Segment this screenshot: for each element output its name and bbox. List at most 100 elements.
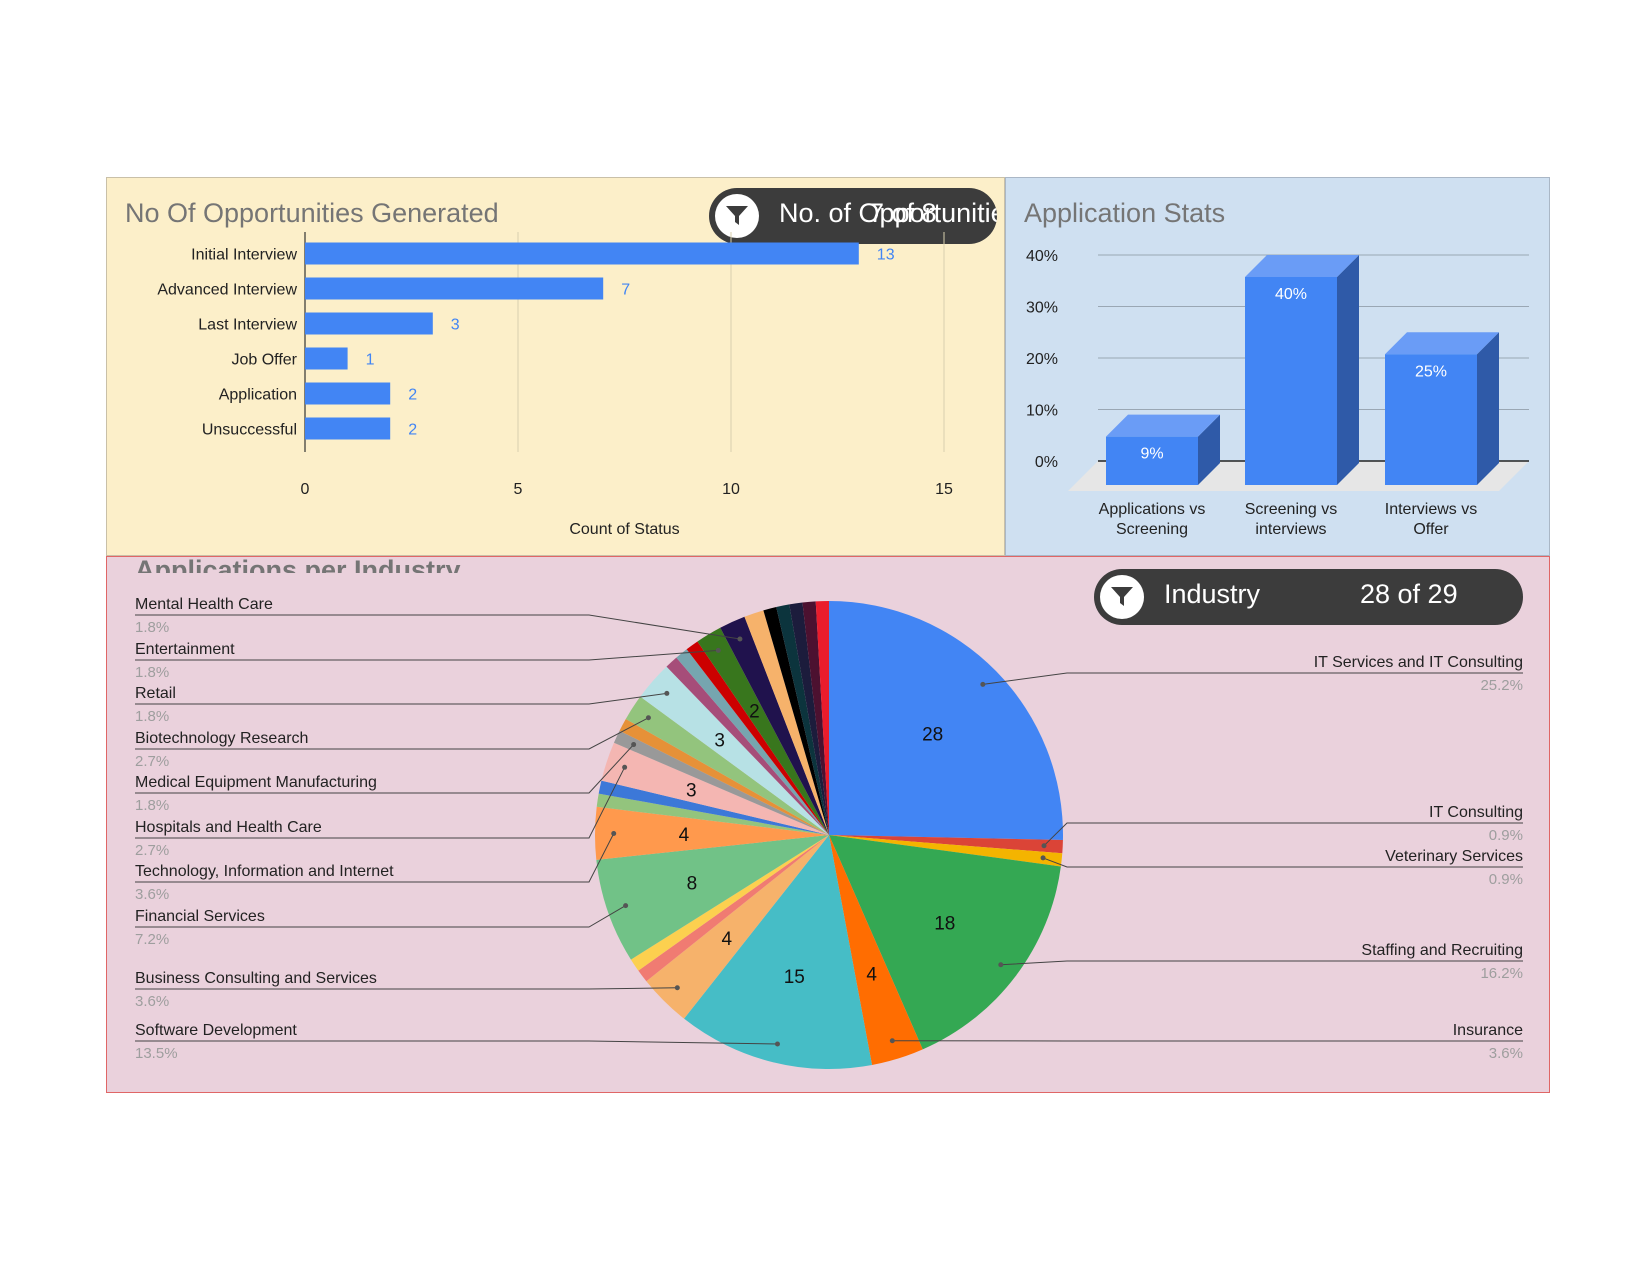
pie-slice [815, 601, 829, 835]
callout-label: Entertainment [135, 641, 235, 658]
pie-value-label: 3 [714, 731, 725, 752]
application-stats-panel: Application Stats 0% 10% 20% 30% 40% 9% Applic… [1005, 177, 1550, 556]
pie-slice [720, 616, 829, 835]
pie-slice [676, 649, 829, 835]
opportunities-chart-title: No Of Opportunities Generated [125, 198, 499, 228]
pie-slice [601, 742, 829, 835]
callout-dot [631, 742, 637, 748]
callout-percentage: 1.8% [135, 619, 169, 636]
callout-leader-line [1000, 960, 1523, 966]
opportunities-chart-panel: No Of Opportunities Generated No. of Opp… [106, 177, 1005, 556]
pie-slice [686, 641, 829, 835]
bar [305, 242, 859, 265]
callout-leader-line [982, 672, 1523, 685]
bar-data-label: 3 [451, 317, 460, 334]
bar-data-label: 7 [621, 282, 630, 299]
callout-dot [980, 681, 986, 687]
x-tick-label: 5 [514, 481, 523, 498]
pie-slice [684, 835, 872, 1069]
column-side [1337, 255, 1359, 485]
column-side [1198, 414, 1220, 485]
callout-dot [623, 903, 629, 909]
callout-label: Software Development [135, 1022, 297, 1039]
pie-slice [646, 835, 829, 1019]
pie-slice [598, 780, 829, 835]
column-top [1106, 414, 1220, 437]
category-label: Initial Interview [191, 247, 297, 264]
callout-leader-line [135, 692, 667, 705]
pie-slice [829, 835, 1061, 1050]
callout-dot [715, 647, 721, 653]
callout-percentage: 2.7% [135, 753, 169, 770]
x-tick-label: 0 [301, 481, 310, 498]
pie-slice [802, 601, 829, 835]
x-category-label: Offer [1413, 521, 1449, 538]
bar [305, 382, 391, 405]
pie-value-label: 4 [721, 929, 732, 950]
callout-leader-line [135, 1040, 778, 1045]
bar [305, 347, 348, 370]
pie-slice [596, 793, 829, 835]
callout-label: Hospitals and Health Care [135, 819, 322, 836]
callout-dot [611, 830, 617, 836]
pie-slice [638, 835, 829, 982]
pie-slice [829, 601, 1063, 840]
x-tick-label: 10 [722, 481, 740, 498]
opportunities-filter-count: 7 of 8 [869, 198, 937, 228]
category-label: Advanced Interview [157, 282, 297, 299]
x-tick-label: 15 [935, 481, 953, 498]
pie-slice [666, 657, 829, 835]
callout-percentage: 3.6% [135, 886, 169, 903]
callout-label: Retail [135, 685, 176, 702]
opportunities-filter-chip[interactable]: No. of Opportunitie 7 of 8 [709, 188, 997, 244]
column [1245, 277, 1337, 485]
callout-leader-line [135, 987, 678, 990]
callout-dot [1040, 855, 1046, 861]
callout-label: Staffing and Recruiting [1361, 942, 1523, 959]
pie-slice [630, 835, 829, 971]
callout-leader-line [1042, 857, 1523, 868]
industry-filter-chip[interactable]: Industry 28 of 29 [1094, 569, 1523, 625]
callout-percentage: 25.2% [1480, 677, 1523, 694]
pie-slice [829, 835, 1063, 867]
category-label: Application [219, 387, 297, 404]
column-data-label: 9% [1140, 446, 1163, 463]
column-data-label: 40% [1275, 286, 1307, 303]
industry-pie-chart: 28 18 4 15 4 8 4 3 3 2 Mental Health Care 1.8% Enter… [135, 596, 1523, 1069]
callout-dot [664, 690, 670, 696]
pie-slice [763, 607, 829, 835]
callout-dot [998, 962, 1004, 968]
callout-percentage: 13.5% [135, 1045, 178, 1062]
category-label: Unsuccessful [202, 422, 297, 439]
callout-leader-line [135, 833, 615, 883]
callout-label: IT Consulting [1429, 804, 1523, 821]
callout-percentage: 0.9% [1489, 827, 1523, 844]
callout-dot [889, 1038, 895, 1044]
callout-label: Insurance [1453, 1022, 1523, 1039]
pie-slice [829, 835, 1063, 854]
callout-leader-line [135, 744, 635, 794]
y-tick-label: 10% [1026, 403, 1058, 420]
pie-value-label: 28 [922, 725, 943, 746]
callout-label: Financial Services [135, 908, 265, 925]
y-tick-label: 20% [1026, 351, 1058, 368]
bar [305, 312, 433, 335]
x-category-label: Screening vs [1245, 501, 1338, 518]
pie-slice [625, 696, 829, 835]
callout-label: Technology, Information and Internet [135, 863, 394, 880]
callout-percentage: 1.8% [135, 708, 169, 725]
callout-leader-line [1043, 822, 1523, 847]
x-category-label: Screening [1116, 521, 1188, 538]
column-top [1245, 255, 1359, 277]
pie-value-label: 15 [784, 967, 805, 988]
callout-dot [622, 764, 628, 770]
callout-label: Business Consulting and Services [135, 970, 377, 987]
callout-label: Veterinary Services [1385, 848, 1523, 865]
category-label: Last Interview [198, 317, 297, 334]
filter-icon [1100, 575, 1144, 619]
column-top [1385, 332, 1499, 355]
industry-filter-label: Industry [1164, 579, 1261, 609]
callout-leader-line [135, 717, 649, 750]
callout-dot [674, 985, 680, 991]
